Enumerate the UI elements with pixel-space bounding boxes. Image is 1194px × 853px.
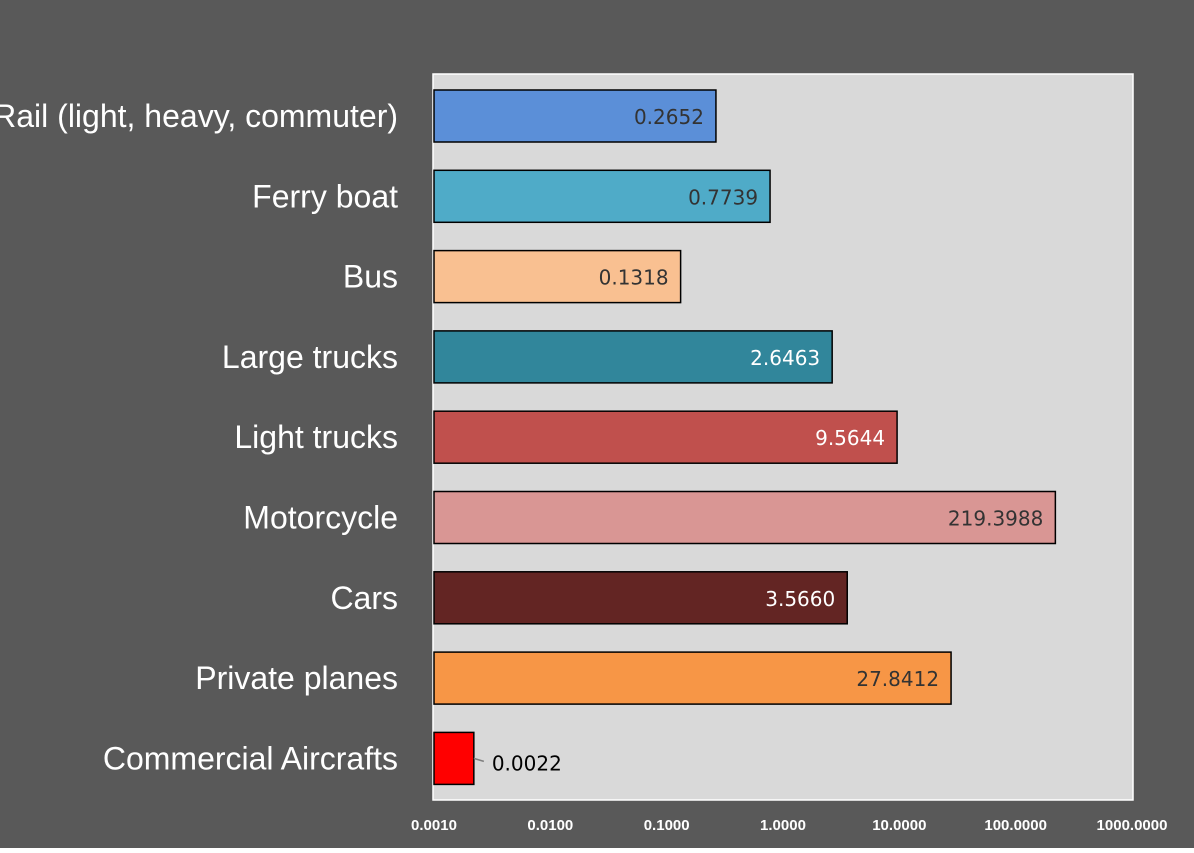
x-tick-label: 0.0010	[411, 817, 457, 834]
x-tick-label: 0.1000	[644, 817, 690, 834]
data-label-leader	[473, 757, 485, 763]
bar	[433, 651, 952, 705]
category-label: Ferry boat	[252, 178, 398, 214]
category-label: Light trucks	[234, 419, 398, 455]
x-tick-label: 10.0000	[872, 817, 926, 834]
category-label: Commercial Aircrafts	[103, 740, 398, 776]
data-label: 0.0022	[492, 751, 562, 775]
data-label: 0.1318	[599, 266, 669, 290]
bar	[433, 490, 1057, 545]
bar	[433, 330, 833, 384]
x-tick-label: 1000.0000	[1097, 817, 1168, 834]
bars-layer: 0.2652 0.7739 0.1318 2.6463 9.5644 219.3988 3.…	[433, 89, 1057, 786]
data-label: 0.7739	[688, 185, 758, 209]
bar	[433, 169, 771, 224]
data-label: 0.2652	[634, 105, 704, 129]
bar	[433, 89, 717, 143]
x-tick-label: 0.0100	[527, 817, 573, 834]
data-label: 9.5644	[815, 426, 885, 450]
bar	[433, 571, 848, 625]
category-label: Motorcycle	[243, 500, 398, 536]
data-label: 27.8412	[856, 667, 939, 691]
data-label: 219.3988	[948, 507, 1043, 531]
bar	[433, 731, 475, 786]
category-label: Bus	[343, 259, 398, 295]
bar	[433, 410, 898, 464]
category-label: Large trucks	[222, 339, 398, 375]
category-labels: Rail (light, heavy, commuter) Ferry boat B…	[0, 98, 398, 776]
x-tick-label: 100.0000	[984, 817, 1047, 834]
x-axis-ticks: 0.0010 0.0100 0.1000 1.0000 10.0000 100.0000 1…	[411, 817, 1167, 834]
data-label: 2.6463	[750, 346, 820, 370]
x-tick-label: 1.0000	[760, 817, 806, 834]
category-label: Cars	[330, 580, 398, 616]
bar	[433, 249, 682, 304]
category-label: Private planes	[195, 660, 398, 696]
data-label: 3.5660	[765, 587, 835, 611]
category-label: Rail (light, heavy, commuter)	[0, 98, 398, 134]
